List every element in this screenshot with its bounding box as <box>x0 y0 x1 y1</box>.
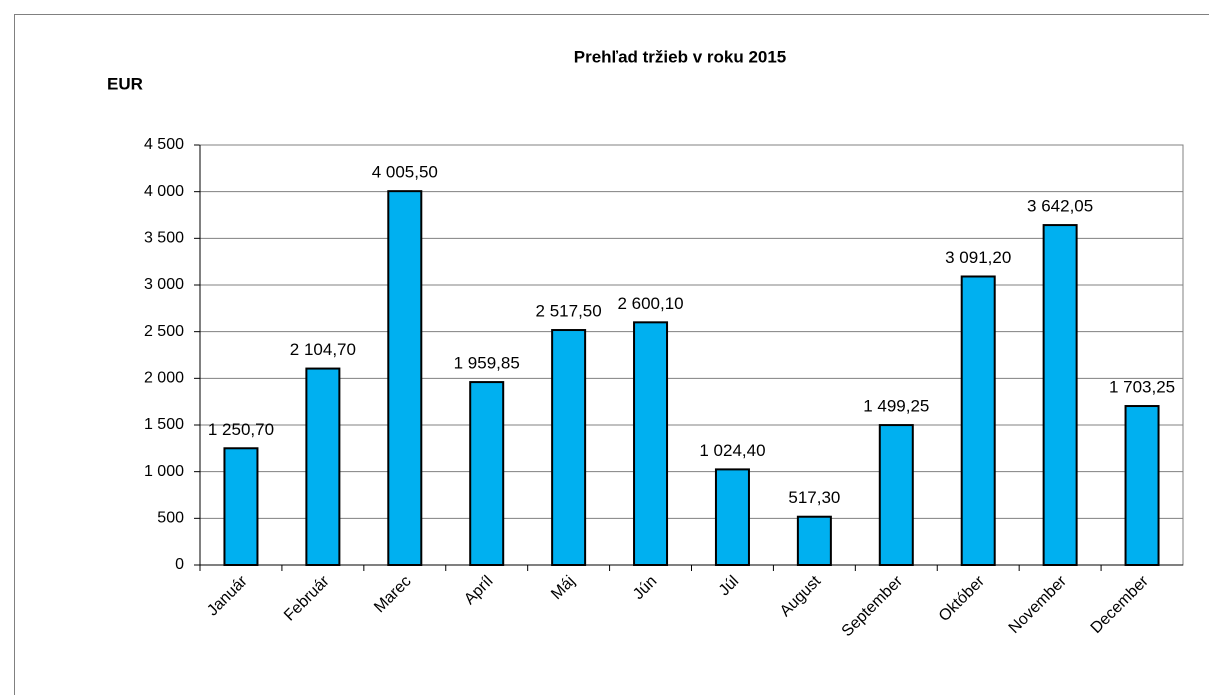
y-axis-label: EUR <box>107 74 143 93</box>
y-tick-label: 0 <box>175 556 184 573</box>
data-label: 1 499,25 <box>863 397 929 416</box>
y-tick-label: 3 000 <box>144 276 184 293</box>
bar <box>469 381 505 566</box>
data-label: 3 091,20 <box>945 248 1011 267</box>
y-tick-label: 3 500 <box>144 230 184 247</box>
data-label: 1 250,70 <box>208 420 274 439</box>
bar <box>878 424 914 566</box>
data-label: 4 005,50 <box>372 163 438 182</box>
data-label: 1 703,25 <box>1109 378 1175 397</box>
y-tick-label: 4 000 <box>144 183 184 200</box>
y-tick-label: 1 000 <box>144 463 184 480</box>
bar <box>1042 224 1078 566</box>
bar <box>551 329 587 566</box>
chart-title: Prehľad tržieb v roku 2015 <box>574 47 787 66</box>
chart-border <box>14 14 1209 695</box>
data-label: 3 642,05 <box>1027 197 1093 216</box>
bar <box>960 275 996 566</box>
bar <box>305 367 341 566</box>
data-label: 1 024,40 <box>699 441 765 460</box>
data-label: 2 600,10 <box>617 294 683 313</box>
y-tick-label: 1 500 <box>144 416 184 433</box>
data-label: 517,30 <box>788 488 840 507</box>
bar <box>387 190 423 567</box>
y-tick-label: 4 500 <box>144 136 184 153</box>
bar <box>633 321 669 566</box>
bar <box>223 447 259 567</box>
bar <box>796 515 832 567</box>
data-label: 2 104,70 <box>290 340 356 359</box>
y-tick-label: 2 500 <box>144 323 184 340</box>
data-label: 2 517,50 <box>536 302 602 321</box>
bar <box>714 468 750 567</box>
bar <box>1124 405 1160 566</box>
data-label: 1 959,85 <box>454 354 520 373</box>
y-tick-label: 500 <box>157 510 184 527</box>
y-tick-label: 2 000 <box>144 370 184 387</box>
